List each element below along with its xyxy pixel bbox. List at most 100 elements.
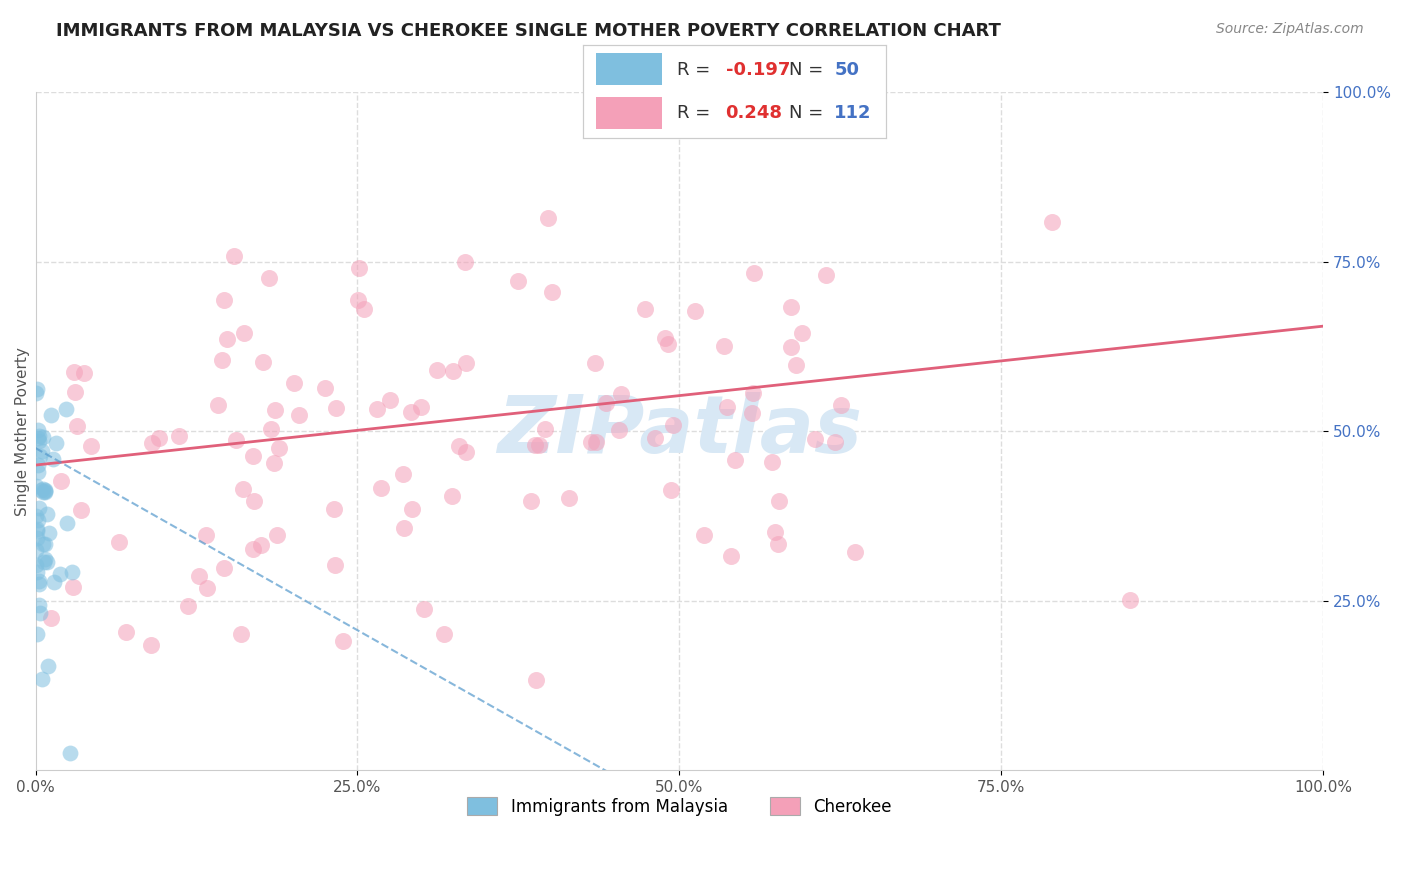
Point [269,441,291,455]
Point [39,611,62,625]
Point [520,494,543,508]
Point [49,567,72,582]
Point [243,493,266,508]
Point [32,484,55,499]
Bar [596,53,662,85]
Point [332,634,354,648]
Point [824,434,846,449]
Point [25,385,48,400]
Point [644,431,666,445]
Point [31,672,53,686]
Point [141,435,163,450]
Point [32,430,55,444]
Point [188,568,211,582]
Point [523,438,546,452]
Point [287,408,309,422]
Point [541,285,564,300]
Point [411,400,433,414]
Point [229,626,252,640]
Point [79,439,101,453]
Point [534,422,557,436]
Point [225,434,247,448]
Text: 50: 50 [834,61,859,78]
Point [232,482,254,496]
Point [25,558,48,573]
Point [366,402,388,417]
Point [115,625,138,640]
Point [264,403,287,417]
Point [148,431,170,445]
Point [426,363,449,377]
Point [25,522,48,536]
Point [741,386,763,401]
Point [742,266,765,280]
Text: 0.248: 0.248 [725,104,783,122]
Point [214,561,236,575]
Point [314,381,336,395]
Point [433,627,456,641]
Point [63,385,86,400]
Y-axis label: Single Mother Poverty: Single Mother Poverty [15,347,30,516]
Point [25,524,48,539]
Point [215,332,238,346]
Point [27,431,49,445]
Point [634,301,657,316]
Point [28,501,51,516]
Point [263,456,285,470]
Point [194,528,217,542]
Point [250,538,273,552]
Point [27,458,49,472]
Point [779,340,801,354]
Point [768,537,790,551]
Point [28,429,51,443]
Point [31,482,53,496]
Point [716,400,738,414]
Point [49,474,72,488]
Text: N =: N = [789,104,830,122]
Point [28,576,51,591]
Point [70,502,93,516]
Point [73,366,96,380]
Point [579,434,602,449]
Point [60,566,83,580]
Point [207,398,229,412]
Point [659,483,682,498]
Text: ZIPatlas: ZIPatlas [496,392,862,470]
Point [508,274,530,288]
Point [536,211,558,225]
Text: R =: R = [678,104,716,122]
Point [24,479,46,493]
Point [325,401,347,416]
Point [63,365,86,379]
Point [741,406,763,420]
Point [449,440,471,454]
Point [252,355,274,369]
Point [35,555,58,569]
Point [211,353,233,368]
Point [30,483,52,498]
Point [399,405,422,419]
Point [558,491,581,506]
Text: -0.197: -0.197 [725,61,790,78]
Point [260,422,283,436]
Point [27,513,49,527]
Point [1040,215,1063,229]
Point [55,516,77,530]
Point [607,423,630,437]
Point [347,260,370,275]
Point [583,356,606,370]
Point [370,481,392,495]
Point [401,501,423,516]
Point [323,558,346,573]
Point [527,438,550,452]
Point [41,452,63,467]
Point [30,607,52,621]
Point [32,537,55,551]
Point [283,376,305,391]
Point [1118,593,1140,607]
Point [257,271,280,285]
Point [378,392,401,407]
Point [34,552,56,566]
Point [28,434,51,449]
Text: N =: N = [789,61,830,78]
